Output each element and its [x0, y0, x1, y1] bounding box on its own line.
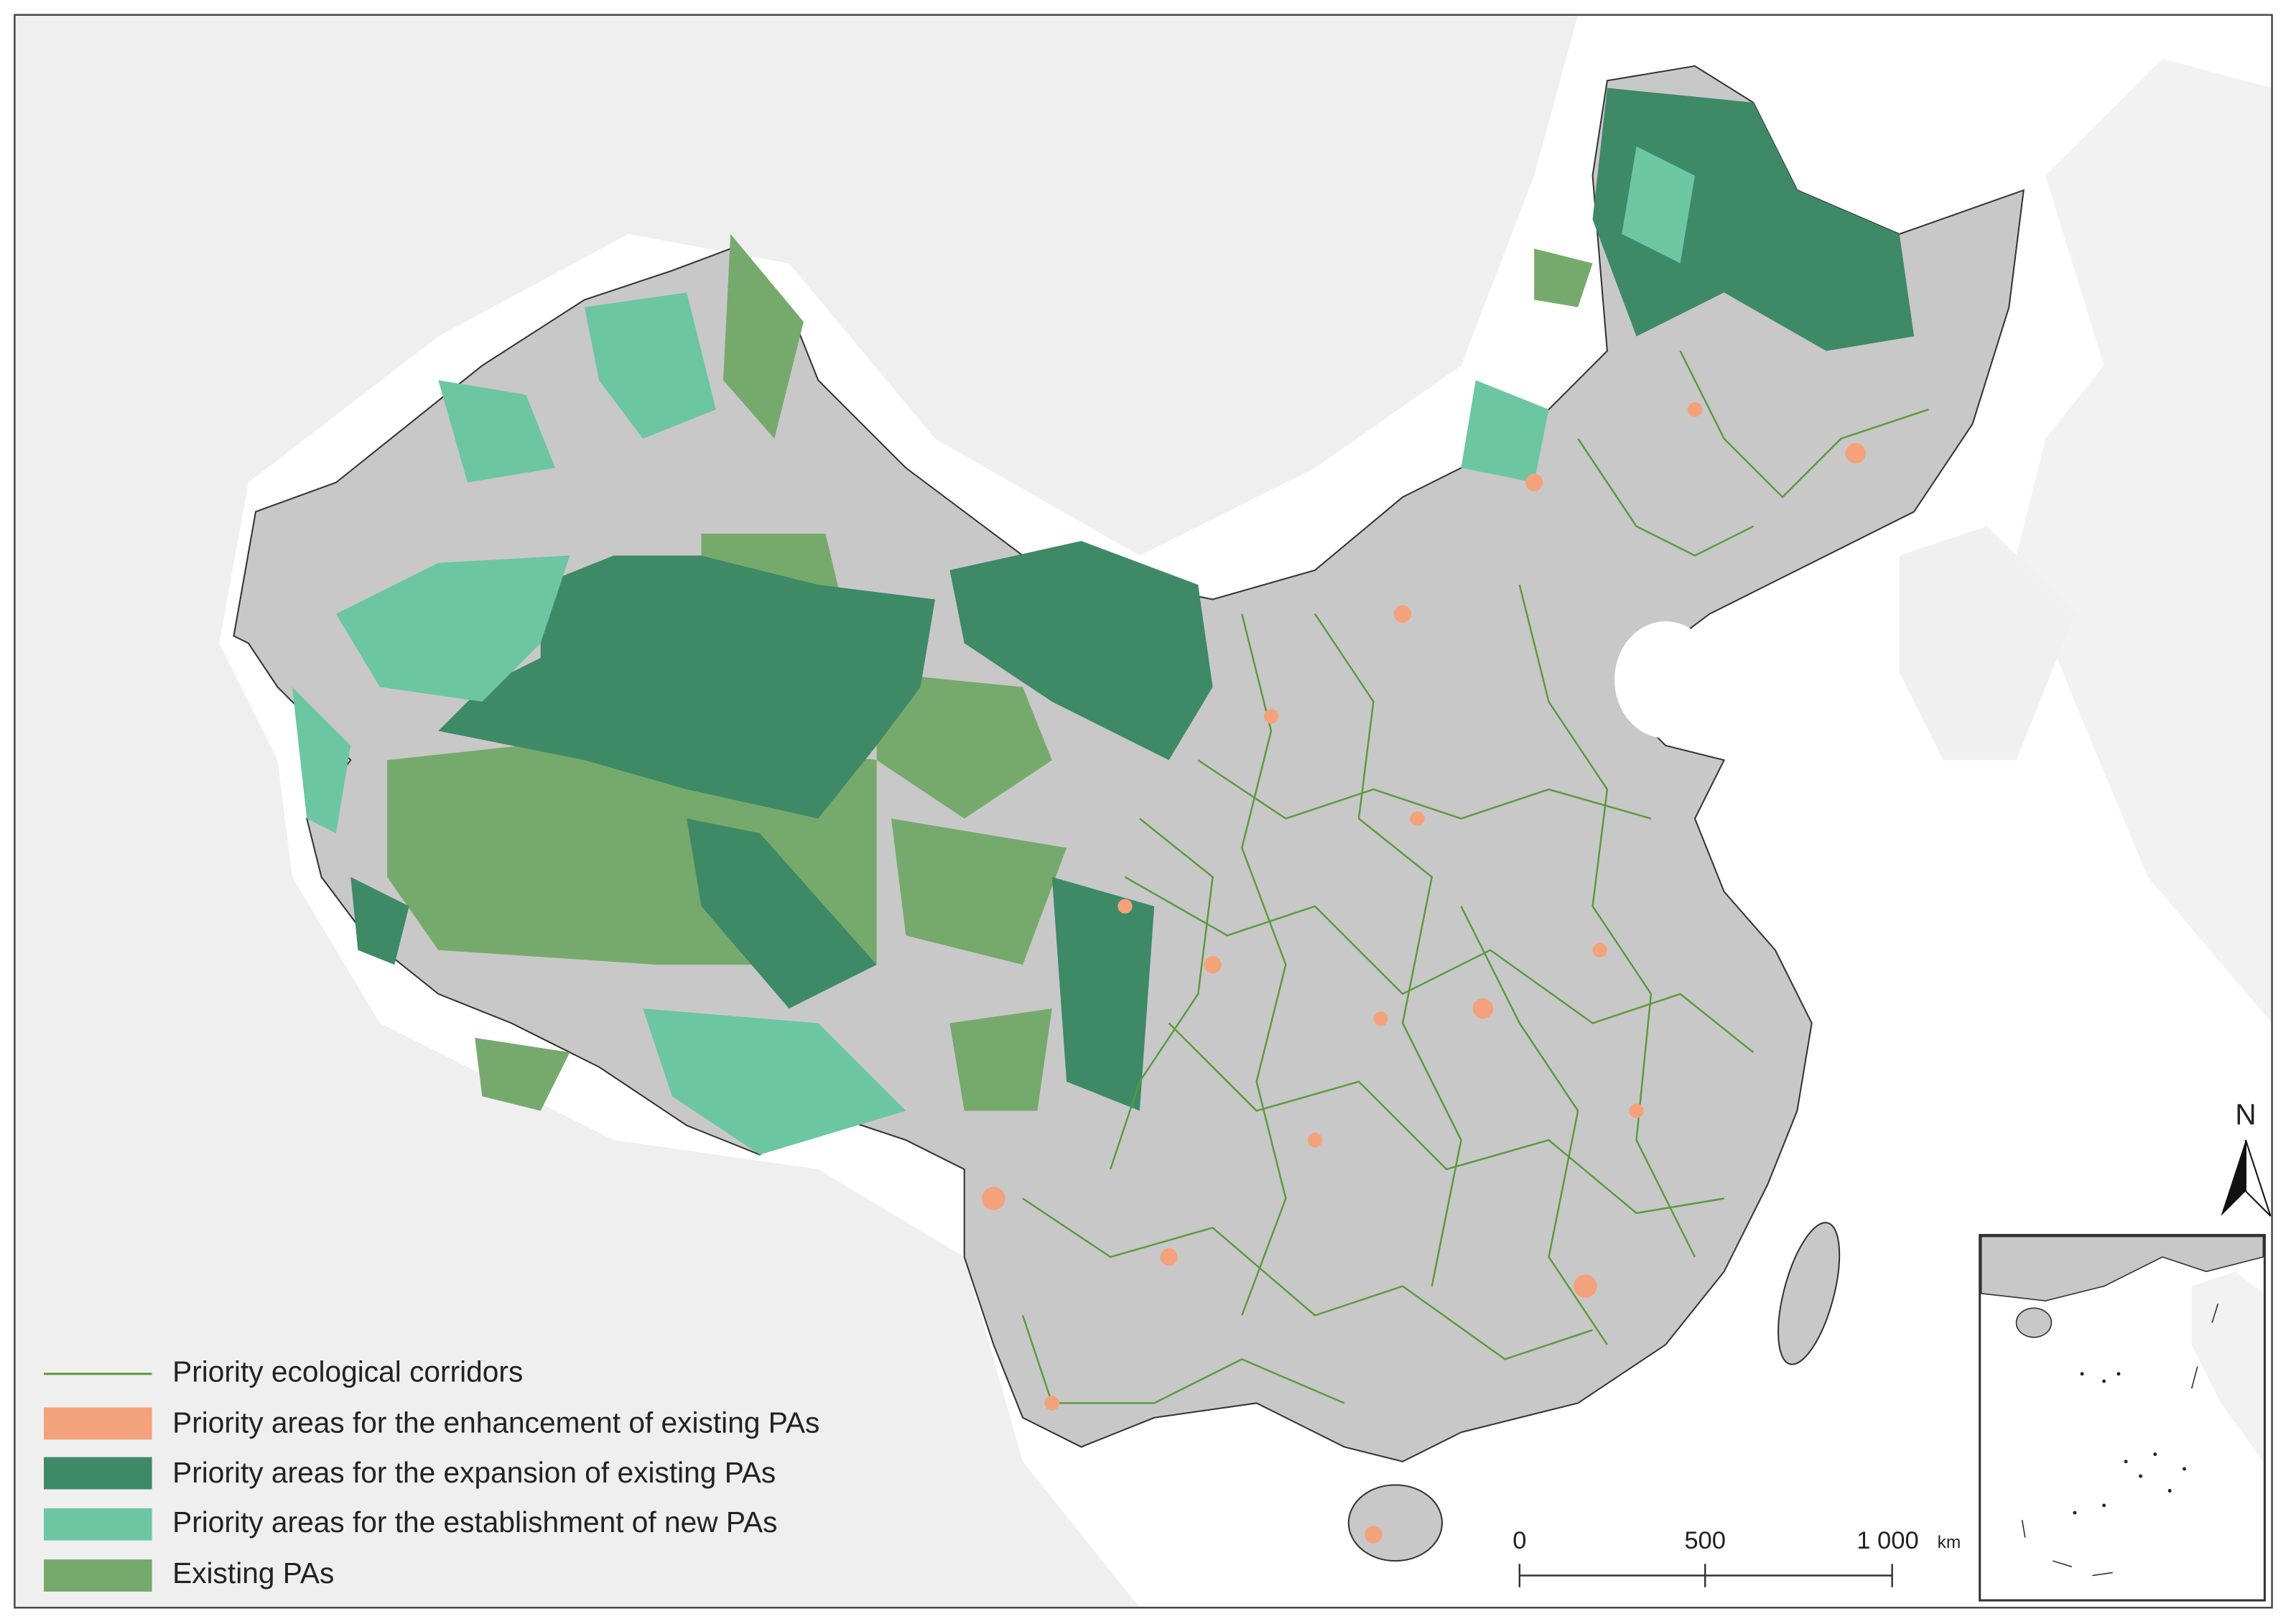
legend-label: Priority areas for the establishment of …	[172, 1505, 777, 1539]
scale-label: 0	[1512, 1527, 1526, 1554]
north-arrow	[2244, 1139, 2272, 1217]
legend-swatch	[44, 1407, 152, 1440]
neighbour-land	[1899, 526, 2075, 761]
legend-swatch	[44, 1508, 152, 1541]
taiwan	[1778, 1222, 1841, 1365]
legend-label: Existing PAs	[172, 1556, 334, 1590]
scale-label: 500	[1684, 1527, 1726, 1554]
corridors	[1021, 351, 1929, 1404]
bohai-sea	[1614, 621, 1717, 738]
enhancement-areas	[982, 402, 1866, 1544]
expansion-areas	[350, 88, 1915, 1111]
legend-label: Priority ecological corridors	[172, 1355, 523, 1388]
legend-label: Priority areas for the expansion of exis…	[172, 1456, 776, 1489]
inset-map	[1979, 1233, 2266, 1602]
frame	[14, 14, 2273, 1609]
hainan	[1347, 1484, 1444, 1562]
neighbour-land	[14, 14, 1579, 1608]
scale-bar	[1518, 1564, 1893, 1587]
legend: Priority ecological corridors Priority a…	[44, 1355, 819, 1592]
scale-unit: km	[1938, 1533, 1961, 1552]
north-label: N	[2235, 1098, 2256, 1131]
legend-label: Priority areas for the enhancement of ex…	[172, 1406, 819, 1439]
scale-label: 1 000	[1856, 1527, 1919, 1554]
legend-swatch	[44, 1559, 152, 1592]
legend-swatch	[44, 1457, 152, 1490]
